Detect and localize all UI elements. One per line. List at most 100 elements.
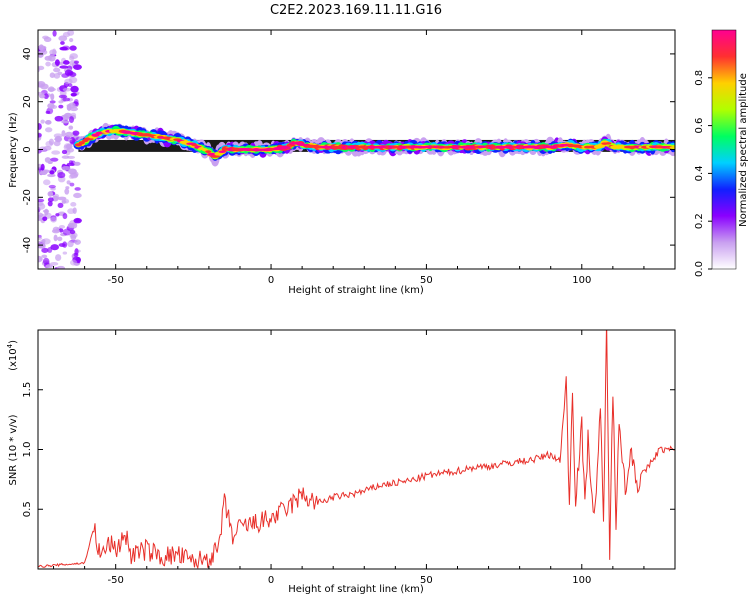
snr-scale-exponent: 4 (6, 343, 14, 348)
noise-speckle (50, 93, 55, 101)
noise-speckle (61, 130, 66, 137)
colorbar-label: Normalized spectral amplitude (738, 73, 749, 227)
noise-speckle (42, 209, 50, 213)
noise-speckle (53, 234, 58, 242)
noise-speckle (65, 186, 70, 190)
noise-speckle (43, 179, 51, 186)
noise-speckle (68, 125, 74, 130)
noise-speckle (40, 119, 45, 124)
noise-speckle (61, 120, 70, 124)
noise-speckle (64, 188, 70, 195)
noise-speckle (64, 78, 73, 85)
noise-speckle (41, 254, 48, 258)
noise-speckle (70, 85, 79, 93)
noise-speckle (45, 61, 51, 67)
noise-speckle (47, 191, 54, 197)
noise-speckle (62, 60, 70, 65)
noise-speckle (40, 83, 49, 90)
snr-x-tick-label: -50 (108, 575, 124, 586)
colorbar-tick-label: 0.8 (694, 70, 705, 86)
spectrogram-x-tick-label: -50 (108, 275, 124, 286)
noise-speckle (42, 35, 49, 40)
spectrogram-heatmap (38, 30, 675, 269)
noise-speckle (38, 149, 42, 154)
spectrogram-x-tick-label: 0 (268, 275, 274, 286)
noise-speckle (67, 30, 75, 36)
noise-speckle (74, 239, 81, 245)
trace-blob (191, 143, 198, 147)
noise-speckle (62, 97, 71, 102)
noise-speckle (62, 251, 68, 255)
noise-speckle (67, 240, 74, 248)
trace-blob (210, 155, 221, 158)
noise-speckle (38, 212, 44, 218)
noise-speckle (64, 112, 72, 119)
noise-speckle (62, 213, 68, 220)
spectrogram-y-tick-label: -40 (22, 237, 33, 253)
noise-speckle (72, 207, 77, 214)
noise-speckle (53, 140, 61, 147)
noise-speckle (38, 44, 44, 51)
noise-speckle (38, 236, 43, 240)
trace-blob (218, 150, 226, 153)
noise-speckle (38, 65, 45, 71)
noise-speckle (73, 161, 81, 166)
noise-speckle (51, 229, 61, 234)
noise-speckle (70, 172, 78, 179)
noise-speckle (47, 247, 53, 253)
colorbar-tick-label: 0.4 (694, 165, 705, 181)
noise-speckle (39, 94, 46, 99)
noise-speckle (70, 112, 77, 118)
noise-speckle (66, 147, 75, 153)
noise-speckle (54, 59, 60, 67)
trace-blob (201, 148, 208, 152)
spectrogram-y-tick-label: 20 (22, 95, 33, 108)
trace-blob (669, 146, 675, 149)
noise-speckle (69, 38, 74, 43)
noise-speckle (49, 261, 59, 266)
noise-speckle (54, 115, 64, 122)
noise-speckle (59, 65, 69, 69)
noise-speckle (38, 243, 46, 249)
spectrogram-x-label: Height of straight line (km) (288, 285, 424, 296)
snr-x-axis: -50 0 50 100 (53, 330, 676, 586)
noise-speckle (73, 192, 82, 199)
noise-speckle (73, 60, 80, 65)
noise-speckle (56, 265, 66, 269)
noise-speckle (69, 55, 75, 61)
noise-speckle (69, 45, 77, 51)
noise-speckle (38, 198, 45, 203)
noise-speckles (38, 30, 82, 269)
noise-speckle (45, 140, 53, 147)
noise-speckle (49, 72, 56, 78)
noise-speckle (41, 247, 49, 253)
noise-speckle (41, 238, 51, 245)
noise-speckle (68, 102, 76, 109)
snr-y-axis: 0.5 1.0 1.5 (22, 382, 675, 517)
spectrogram-y-tick-label: 0 (22, 146, 33, 152)
noise-speckle (60, 41, 65, 45)
noise-speckle (66, 180, 71, 185)
noise-speckle (45, 120, 52, 125)
noise-speckle (58, 100, 64, 104)
noise-speckle (54, 137, 63, 141)
snr-x-tick-label: 50 (420, 575, 433, 586)
noise-speckle (55, 213, 60, 217)
noise-speckle (74, 187, 81, 191)
noise-speckle (38, 123, 42, 130)
noise-speckle (69, 182, 75, 187)
noise-speckle (73, 64, 82, 71)
noise-speckle (47, 197, 54, 203)
snr-panel: -50 0 50 100 0.5 1.0 1.5 Height of straight l… (6, 329, 676, 595)
spectrogram-x-tick-label: 100 (572, 275, 591, 286)
snr-scale-suffix: ) (8, 340, 19, 344)
noise-speckle (52, 30, 57, 37)
noise-speckle (55, 254, 62, 262)
noise-speckle (61, 45, 71, 51)
noise-speckle (49, 49, 57, 56)
noise-speckle (57, 172, 66, 179)
noise-speckle (70, 92, 78, 97)
snr-x-label: Height of straight line (km) (288, 584, 424, 595)
colorbar-tick-label: 0.2 (694, 213, 705, 229)
